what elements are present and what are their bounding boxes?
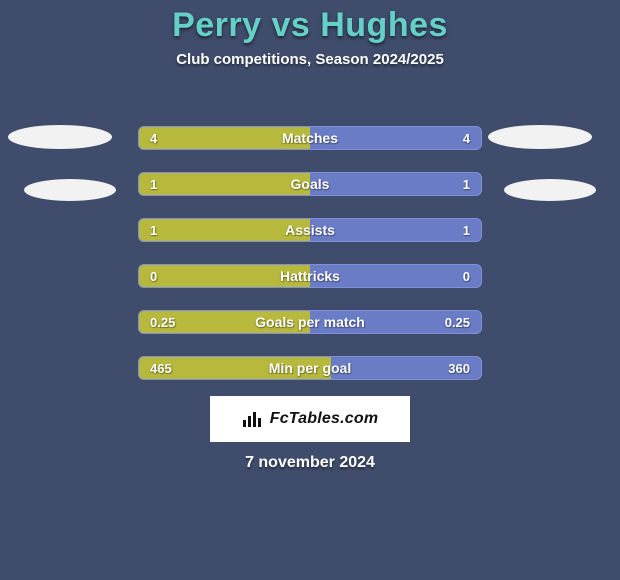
avatar-shadow-ellipse — [488, 125, 592, 149]
page-title: Perry vs Hughes — [0, 0, 620, 45]
stat-fill-right — [310, 218, 482, 242]
stat-value-left: 1 — [150, 218, 157, 242]
stat-value-left: 0.25 — [150, 310, 175, 334]
stat-value-right: 360 — [448, 356, 470, 380]
comparison-infographic: Perry vs Hughes Club competitions, Seaso… — [0, 0, 620, 580]
stat-row: Assists 1 1 — [138, 218, 482, 242]
page-subtitle: Club competitions, Season 2024/2025 — [0, 51, 620, 68]
stat-row: Matches 4 4 — [138, 126, 482, 150]
stat-row: Goals per match 0.25 0.25 — [138, 310, 482, 334]
stat-label: Assists — [285, 218, 335, 242]
stat-row: Hattricks 0 0 — [138, 264, 482, 288]
stat-value-left: 1 — [150, 172, 157, 196]
stat-row: Goals 1 1 — [138, 172, 482, 196]
stat-label: Hattricks — [280, 264, 340, 288]
avatar-shadow-ellipse — [8, 125, 112, 149]
stat-fill-left — [138, 172, 310, 196]
stat-value-right: 0 — [463, 264, 470, 288]
brand-text: FcTables.com — [270, 410, 379, 428]
brand-bars-icon — [242, 410, 264, 428]
date-text: 7 november 2024 — [0, 454, 620, 472]
stat-value-left: 465 — [150, 356, 172, 380]
stat-row: Min per goal 465 360 — [138, 356, 482, 380]
stat-value-right: 4 — [463, 126, 470, 150]
stat-value-left: 0 — [150, 264, 157, 288]
stat-fill-right — [310, 172, 482, 196]
stat-value-right: 0.25 — [445, 310, 470, 334]
stat-value-right: 1 — [463, 218, 470, 242]
stat-label: Matches — [282, 126, 338, 150]
brand-badge: FcTables.com — [210, 396, 410, 442]
avatar-shadow-ellipse — [24, 179, 116, 201]
avatar-shadow-ellipse — [504, 179, 596, 201]
stat-label: Min per goal — [269, 356, 351, 380]
stat-rows: Matches 4 4 Goals 1 1 Assists 1 1 Hattricks 0 0 Goal… — [138, 126, 482, 402]
stat-value-right: 1 — [463, 172, 470, 196]
stat-label: Goals per match — [255, 310, 365, 334]
stat-value-left: 4 — [150, 126, 157, 150]
stat-label: Goals — [291, 172, 330, 196]
